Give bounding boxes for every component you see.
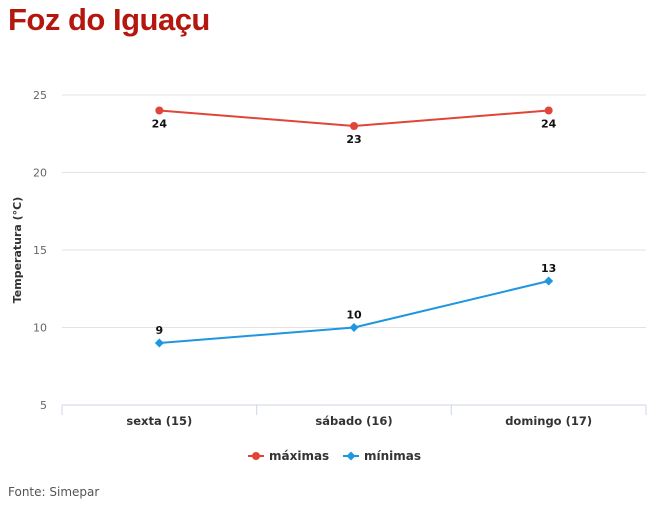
- y-tick-label: 5: [40, 399, 47, 412]
- page-title: Foz do Iguaçu: [8, 2, 210, 37]
- legend-marker: [252, 452, 260, 460]
- data-point: [349, 323, 359, 332]
- legend-label: máximas: [269, 449, 329, 463]
- source-note: Fonte: Simepar: [8, 485, 100, 499]
- series-maximas: 24 23 24: [152, 106, 557, 146]
- data-label: 13: [541, 262, 556, 275]
- y-tick-label: 10: [33, 322, 47, 335]
- x-tick-label: sexta (15): [126, 414, 192, 428]
- legend-marker: [346, 451, 356, 461]
- data-point: [155, 106, 164, 115]
- y-tick-label: 15: [33, 244, 47, 257]
- data-label: 24: [541, 118, 557, 131]
- data-point: [544, 106, 553, 115]
- data-label: 10: [346, 309, 362, 322]
- legend-item-maximas[interactable]: máximas: [248, 449, 329, 463]
- legend-label: mínimas: [364, 449, 421, 463]
- legend-item-minimas[interactable]: mínimas: [343, 449, 421, 463]
- y-tick-label: 20: [33, 167, 47, 180]
- y-axis-ticks: 5 10 15 20 25: [33, 89, 47, 412]
- legend: máximas mínimas: [248, 449, 421, 463]
- x-tick-label: sábado (16): [315, 414, 392, 428]
- y-axis-label: Temperatura (°C): [11, 197, 24, 304]
- data-point: [154, 338, 164, 348]
- data-label: 23: [346, 133, 361, 146]
- x-tick-label: domingo (17): [505, 414, 592, 428]
- data-point: [544, 276, 554, 286]
- series-minimas: 9 10 13: [154, 262, 556, 348]
- data-point: [350, 122, 358, 130]
- y-tick-label: 25: [33, 89, 47, 102]
- series-group: 24 23 24 9 10 13: [152, 106, 557, 348]
- x-axis: sexta (15) sábado (16) domingo (17): [61, 404, 647, 428]
- data-label: 9: [156, 324, 164, 337]
- data-label: 24: [152, 118, 168, 131]
- gridlines: [62, 94, 646, 328]
